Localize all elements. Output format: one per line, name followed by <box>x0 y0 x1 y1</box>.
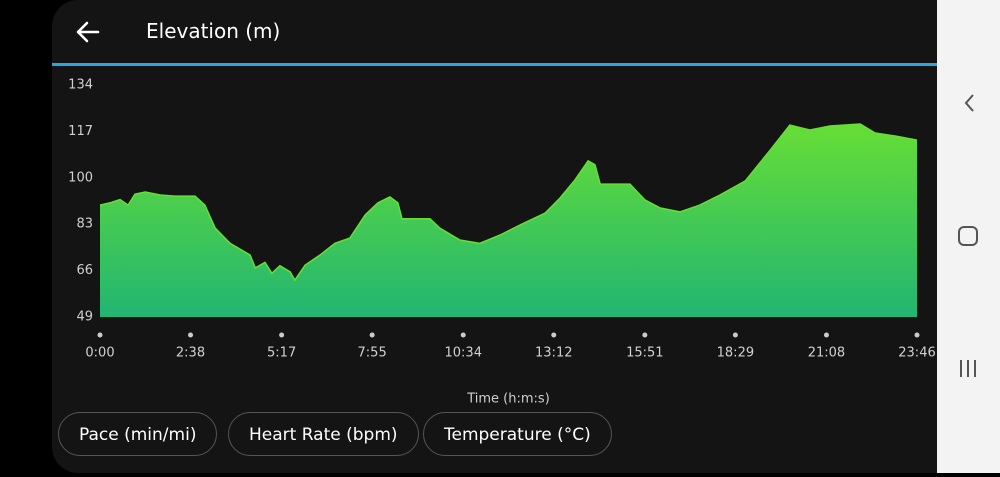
x-tick-dot <box>823 332 829 338</box>
x-tick-dot <box>642 332 648 338</box>
area-line <box>99 123 918 282</box>
page-title: Elevation (m) <box>146 19 281 43</box>
heart-rate-button[interactable]: Heart Rate (bpm) <box>228 412 419 456</box>
x-tick-dot <box>460 332 466 338</box>
x-tick-dot <box>551 332 557 338</box>
y-tick-label: 66 <box>76 263 93 278</box>
nav-icons <box>958 94 978 377</box>
x-tick-dot <box>914 332 920 338</box>
y-tick-label: 49 <box>76 310 93 325</box>
pace-button[interactable]: Pace (min/mi) <box>58 412 218 456</box>
x-tick-dot <box>369 332 375 338</box>
header-rule <box>52 63 937 66</box>
y-tick-label: 100 <box>68 170 93 185</box>
y-tick-label: 117 <box>68 124 93 139</box>
x-tick-label: 13:12 <box>535 346 572 361</box>
x-tick-dot <box>732 332 738 338</box>
area-fill <box>100 124 917 318</box>
nav-home[interactable] <box>958 226 978 246</box>
x-tick-label: 2:38 <box>176 346 205 361</box>
x-tick-label: 23:46 <box>898 346 935 361</box>
y-tick-label: 134 <box>68 78 93 93</box>
temperature-button[interactable]: Temperature (°C) <box>423 412 612 456</box>
x-tick-label: 5:17 <box>267 346 296 361</box>
x-axis-title: Time (h:m:s) <box>466 392 550 407</box>
x-tick-label: 21:08 <box>808 346 845 361</box>
chart: 49 66 83 100 117 134 0:00 2:38 5:17 7:55 10:34 13:1… <box>68 78 936 407</box>
back-button[interactable] <box>74 18 102 46</box>
x-tick-dot <box>279 332 285 338</box>
app-panel: Elevation (m) 49 66 83 100 117 134 0:00 2:38 5:1… <box>52 0 937 473</box>
nav-bar <box>937 0 1000 473</box>
x-tick-label: 10:34 <box>445 346 482 361</box>
x-tick-label: 7:55 <box>358 346 387 361</box>
x-tick-label: 18:29 <box>717 346 754 361</box>
nav-recents[interactable] <box>960 360 976 377</box>
y-tick-label: 83 <box>76 217 93 232</box>
x-tick-dot <box>188 332 194 338</box>
x-tick-dot <box>97 332 103 338</box>
nav-back[interactable] <box>964 94 974 112</box>
x-tick-label: 15:51 <box>626 346 663 361</box>
x-tick-label: 0:00 <box>85 346 114 361</box>
